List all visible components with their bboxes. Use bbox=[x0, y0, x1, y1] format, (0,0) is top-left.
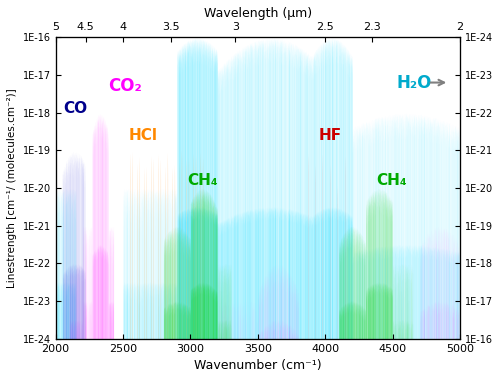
Text: HF: HF bbox=[318, 128, 342, 143]
X-axis label: Wavelength (μm): Wavelength (μm) bbox=[204, 7, 312, 20]
Text: H₂O: H₂O bbox=[396, 74, 432, 92]
Text: CH₄: CH₄ bbox=[376, 173, 407, 188]
X-axis label: Wavenumber (cm⁻¹): Wavenumber (cm⁻¹) bbox=[194, 359, 322, 372]
Y-axis label: Linestrength [cm⁻¹/ (molecules.cm⁻²)]: Linestrength [cm⁻¹/ (molecules.cm⁻²)] bbox=[7, 88, 17, 288]
Text: CO: CO bbox=[64, 102, 88, 116]
Text: HCl: HCl bbox=[128, 128, 158, 143]
Text: CO₂: CO₂ bbox=[108, 77, 142, 96]
Text: CH₄: CH₄ bbox=[188, 173, 218, 188]
